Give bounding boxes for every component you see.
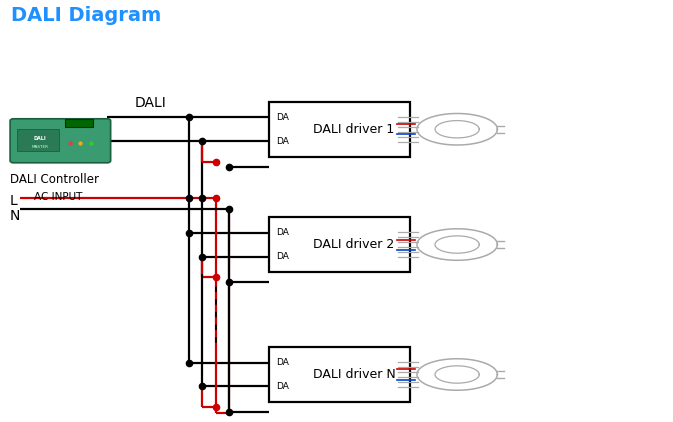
Text: DALI driver 1: DALI driver 1 <box>314 123 394 136</box>
Text: L: L <box>10 194 18 208</box>
Text: DA: DA <box>276 358 289 367</box>
Text: DALI Diagram: DALI Diagram <box>11 5 162 24</box>
Text: DA: DA <box>276 228 289 237</box>
Text: DALI: DALI <box>34 136 46 141</box>
Text: DA: DA <box>276 137 289 146</box>
Text: DA: DA <box>276 113 289 122</box>
FancyBboxPatch shape <box>10 119 110 163</box>
Text: DALI driver N: DALI driver N <box>312 368 395 381</box>
FancyBboxPatch shape <box>269 217 411 272</box>
Text: MASTER: MASTER <box>31 145 48 149</box>
Text: DA: DA <box>276 382 289 391</box>
FancyBboxPatch shape <box>65 119 93 127</box>
Text: DALI driver 2: DALI driver 2 <box>314 238 394 251</box>
FancyBboxPatch shape <box>269 347 411 402</box>
Text: DALI: DALI <box>135 96 167 110</box>
Text: DALI Controller: DALI Controller <box>10 173 99 186</box>
Text: DA: DA <box>276 252 289 261</box>
FancyBboxPatch shape <box>17 129 59 151</box>
Text: AC INPUT: AC INPUT <box>34 192 82 202</box>
Text: N: N <box>10 209 20 223</box>
FancyBboxPatch shape <box>269 102 411 157</box>
